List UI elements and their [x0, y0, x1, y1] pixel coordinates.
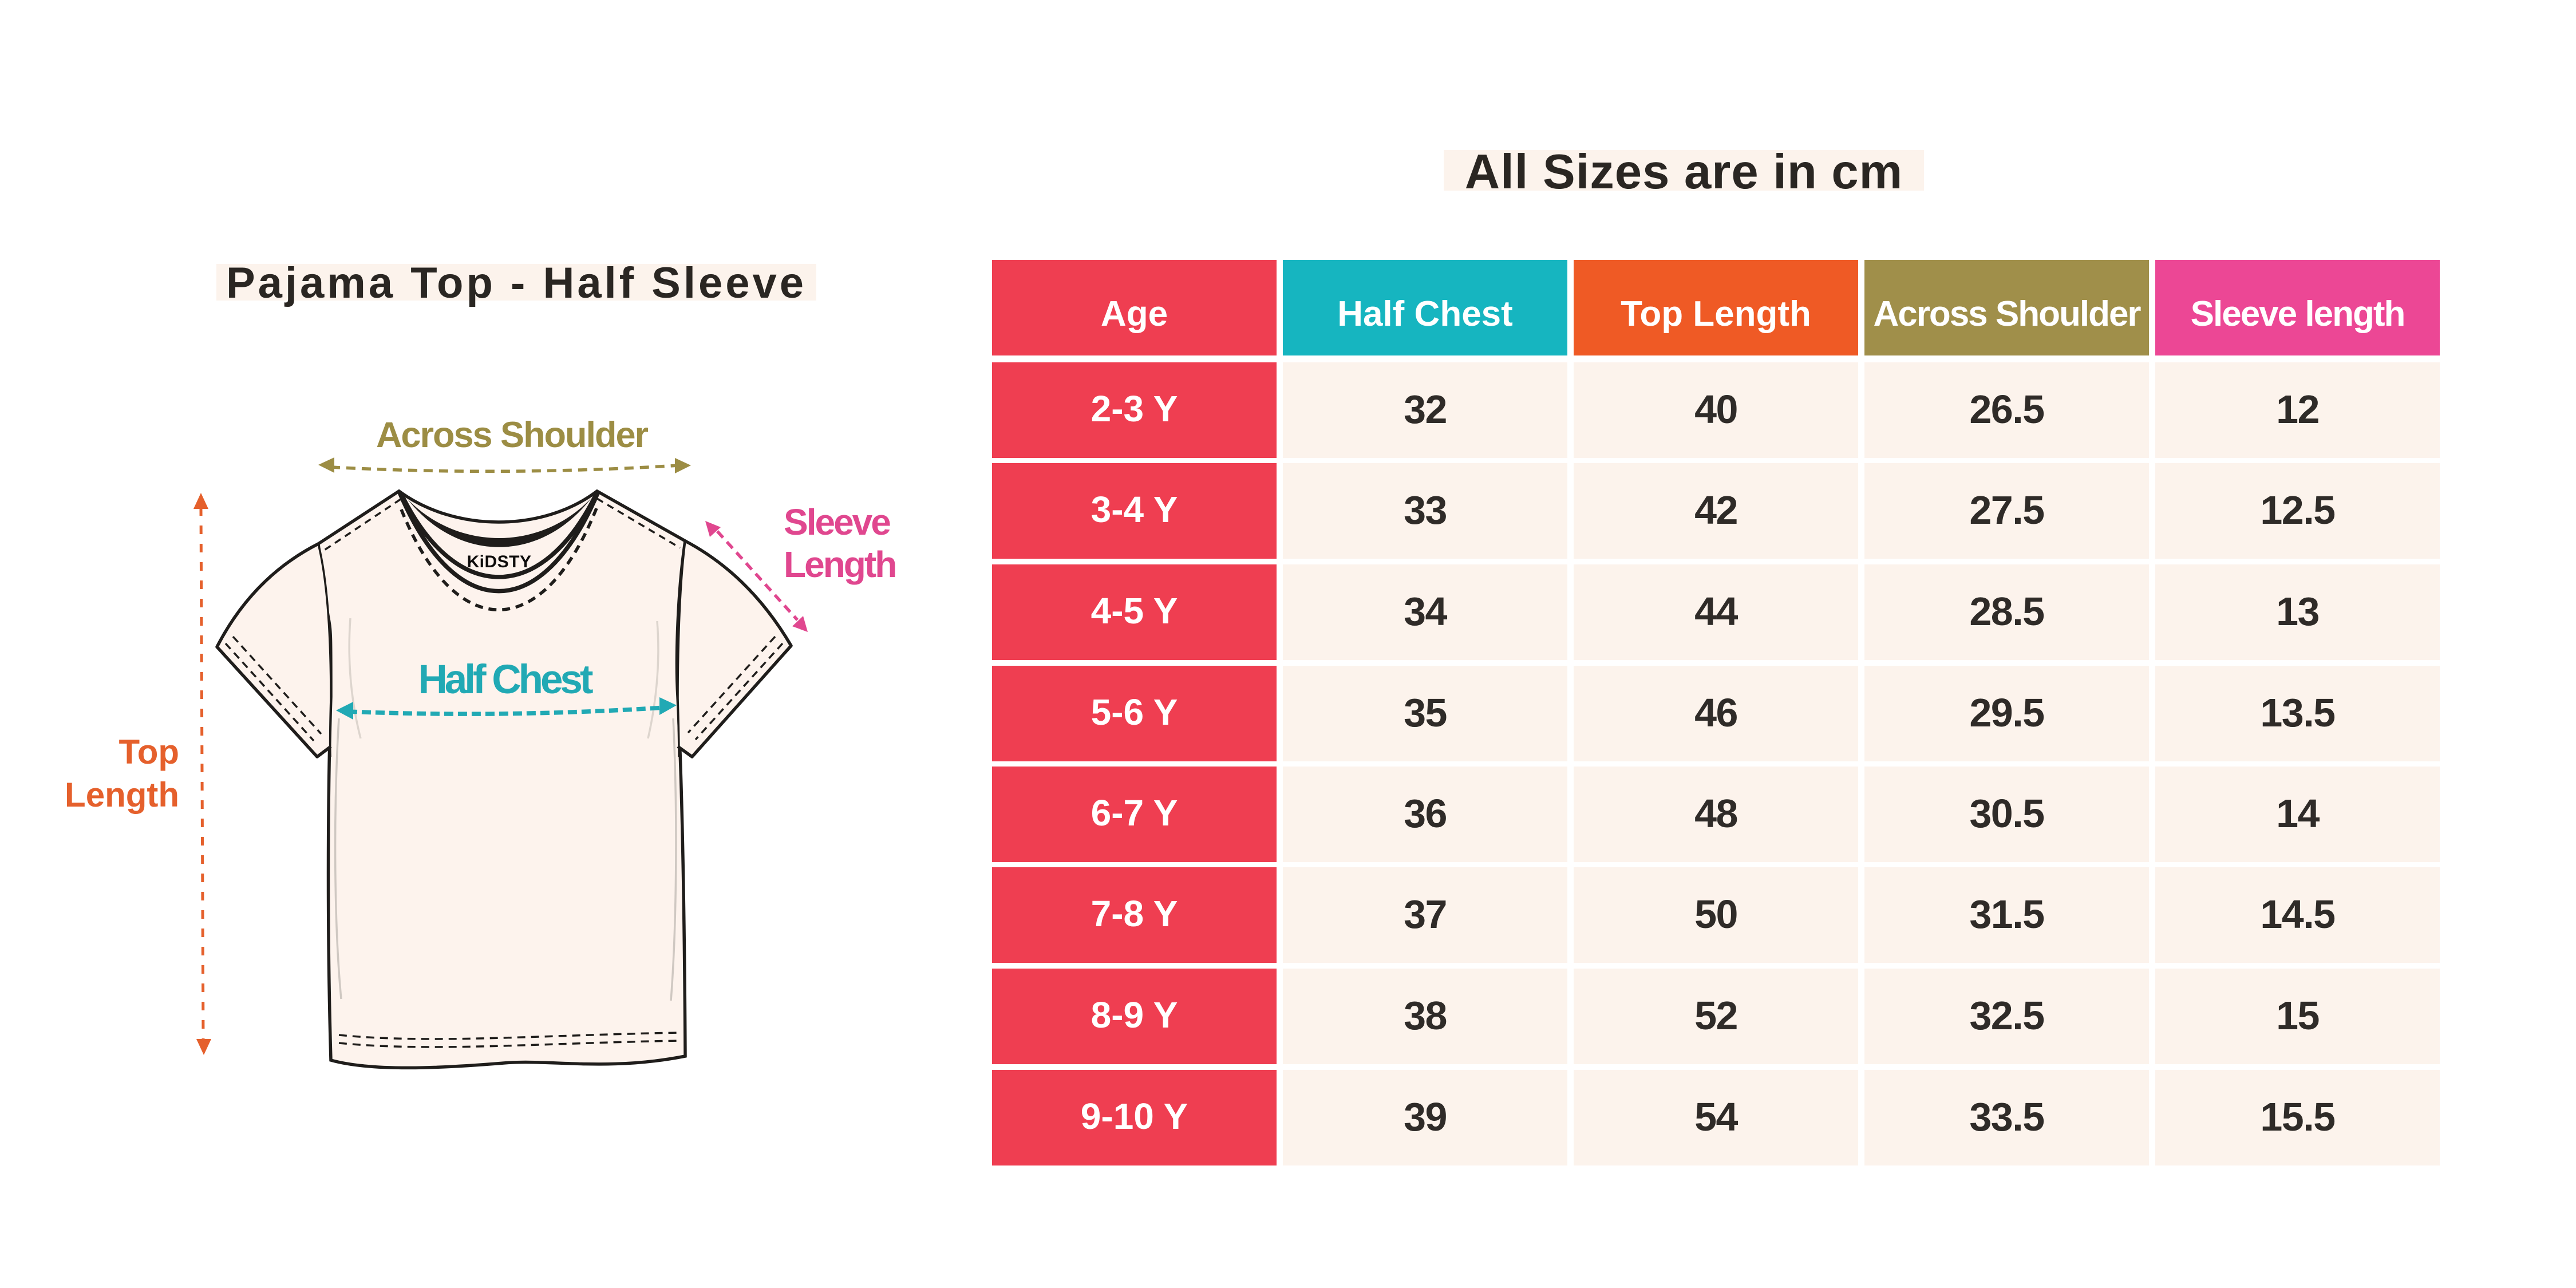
- svg-text:KiDSTY: KiDSTY: [467, 552, 531, 571]
